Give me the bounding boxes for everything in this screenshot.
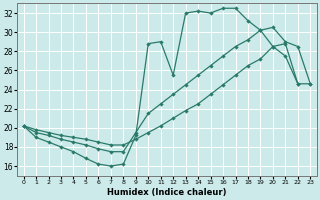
X-axis label: Humidex (Indice chaleur): Humidex (Indice chaleur) [107,188,227,197]
